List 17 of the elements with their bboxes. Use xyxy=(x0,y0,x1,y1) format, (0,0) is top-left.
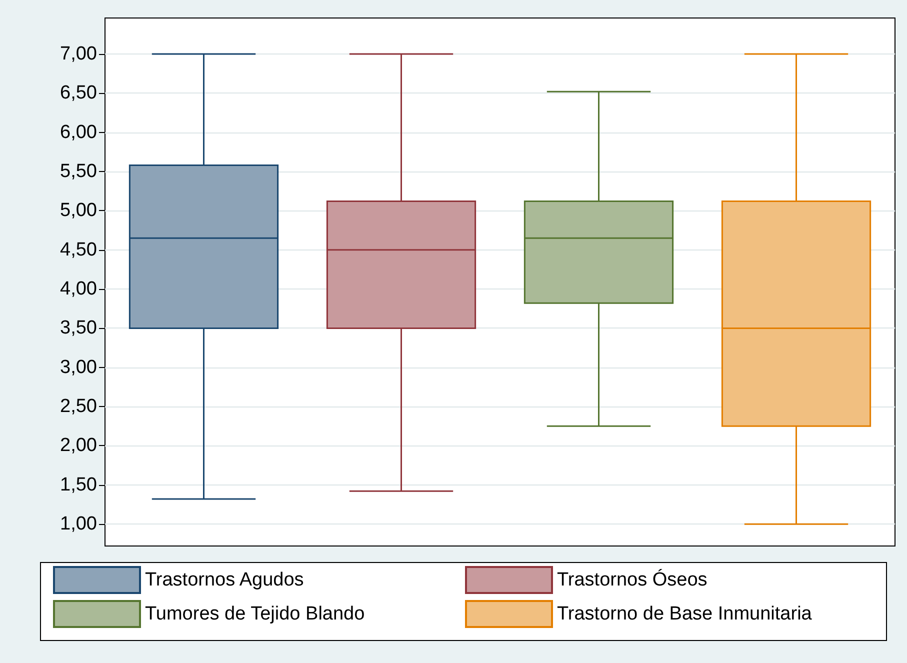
y-tick-label: 4,00 xyxy=(60,278,97,300)
y-tick-label: 1,00 xyxy=(60,514,97,535)
y-tick-label: 3,00 xyxy=(60,356,97,378)
y-tick-label: 4,50 xyxy=(60,239,97,260)
legend-label: Trastorno de Base Inmunitaria xyxy=(557,604,812,624)
y-tick-label: 6,00 xyxy=(60,122,97,143)
y-tick-label: 5,00 xyxy=(60,200,97,222)
legend-label: Trastornos Óseos xyxy=(557,568,708,590)
y-tick-label: 3,50 xyxy=(60,318,97,339)
legend-label: Trastornos Agudos xyxy=(145,570,304,590)
y-tick-label: 1,50 xyxy=(60,474,97,496)
y-tick-label: 6,50 xyxy=(60,82,97,104)
y-tick-label: 7,00 xyxy=(60,44,97,65)
y-tick-label: 2,50 xyxy=(60,396,97,418)
legend-label: Tumores de Tejido Blando xyxy=(145,604,365,624)
y-tick-label: 5,50 xyxy=(60,161,97,182)
y-tick-label: 2,00 xyxy=(60,435,97,456)
